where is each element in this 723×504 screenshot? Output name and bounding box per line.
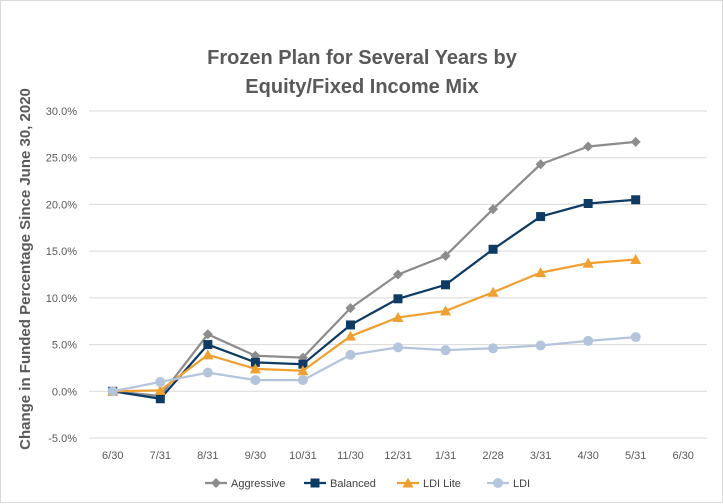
x-tick-label: 1/31 bbox=[435, 450, 456, 462]
legend-marker-balanced bbox=[310, 478, 320, 488]
data-point-balanced bbox=[345, 320, 355, 330]
series-ldi bbox=[107, 332, 641, 397]
y-tick-label: 0.0% bbox=[52, 386, 77, 398]
data-point-balanced bbox=[536, 212, 546, 222]
data-point-aggressive bbox=[535, 159, 546, 170]
legend-marker-ldi-lite bbox=[402, 477, 414, 488]
data-point-ldi bbox=[202, 367, 213, 378]
chart-title-line2: Equity/Fixed Income Mix bbox=[245, 76, 478, 98]
x-tick-label: 11/30 bbox=[337, 450, 364, 462]
data-point-ldi-lite bbox=[487, 286, 499, 297]
data-point-balanced bbox=[393, 294, 403, 304]
data-point-ldi-lite bbox=[440, 305, 452, 316]
data-point-ldi-lite bbox=[249, 363, 261, 374]
data-point-ldi-lite bbox=[630, 254, 642, 265]
x-tick-label: 8/31 bbox=[197, 450, 218, 462]
data-point-aggressive bbox=[393, 269, 403, 280]
series-line-ldi-lite bbox=[112, 258, 636, 393]
x-tick-label: 2/28 bbox=[482, 450, 503, 462]
x-tick-label: 6/30 bbox=[673, 450, 694, 462]
legend-label: LDI Lite bbox=[423, 478, 461, 490]
data-point-ldi-lite bbox=[154, 384, 166, 395]
x-tick-label: 12/31 bbox=[384, 450, 412, 462]
x-tick-label: 7/31 bbox=[150, 450, 171, 462]
data-point-balanced bbox=[203, 340, 213, 350]
data-point-balanced bbox=[631, 195, 641, 205]
data-point-ldi bbox=[345, 349, 356, 360]
series-line-aggressive bbox=[112, 140, 636, 398]
data-point-aggressive bbox=[583, 141, 594, 152]
series-line-ldi bbox=[112, 335, 636, 393]
chart-title-line1: Frozen Plan for Several Years by bbox=[207, 47, 518, 69]
legend-item-ldi-lite: LDI Lite bbox=[397, 477, 461, 490]
legend-marker-ldi bbox=[493, 478, 503, 488]
data-point-ldi bbox=[155, 376, 166, 387]
y-tick-label: 15.0% bbox=[46, 246, 77, 258]
x-tick-label: 4/30 bbox=[577, 450, 598, 462]
data-point-ldi-lite bbox=[344, 330, 356, 341]
y-axis-label: Change in Funded Percentage Since June 3… bbox=[17, 88, 34, 450]
y-tick-label: 5.0% bbox=[52, 340, 77, 352]
data-point-ldi bbox=[107, 386, 118, 397]
data-point-ldi-lite bbox=[582, 257, 594, 268]
x-tick-label: 5/31 bbox=[625, 450, 646, 462]
data-point-aggressive bbox=[345, 303, 356, 314]
series-layer bbox=[107, 136, 642, 404]
data-point-balanced bbox=[298, 359, 308, 369]
data-point-ldi bbox=[440, 345, 451, 356]
x-tick-label: 3/31 bbox=[530, 450, 551, 462]
data-point-balanced bbox=[250, 357, 260, 367]
data-point-balanced bbox=[488, 244, 498, 254]
legend-marker-aggressive bbox=[211, 478, 221, 488]
y-tick-label: 20.0% bbox=[46, 199, 77, 211]
data-point-aggressive bbox=[440, 250, 451, 261]
data-point-ldi-lite bbox=[392, 311, 404, 322]
y-tick-label: -5.0% bbox=[48, 433, 77, 445]
data-point-ldi bbox=[250, 375, 261, 386]
data-point-ldi bbox=[393, 342, 403, 353]
data-point-aggressive bbox=[630, 136, 641, 147]
data-point-ldi bbox=[535, 340, 546, 351]
y-tick-label: 30.0% bbox=[46, 106, 77, 118]
series-line-balanced bbox=[112, 198, 636, 400]
legend-item-ldi: LDI bbox=[487, 478, 530, 490]
series-balanced bbox=[108, 195, 641, 404]
legend-item-balanced: Balanced bbox=[304, 478, 376, 490]
data-point-aggressive bbox=[488, 204, 499, 215]
x-tick-label: 6/30 bbox=[102, 450, 123, 462]
data-point-ldi-lite bbox=[202, 349, 214, 360]
data-point-ldi bbox=[297, 375, 308, 386]
legend-label: Balanced bbox=[330, 478, 376, 490]
data-point-ldi bbox=[488, 343, 499, 354]
legend: Aggressive Balanced LDI Lite LDI bbox=[205, 477, 530, 490]
x-tick-label: 10/31 bbox=[289, 450, 317, 462]
y-tick-label: 25.0% bbox=[46, 153, 77, 165]
x-tick-label: 9/30 bbox=[245, 450, 266, 462]
legend-item-aggressive: Aggressive bbox=[205, 478, 285, 490]
data-point-ldi-lite bbox=[535, 267, 547, 278]
data-point-balanced bbox=[155, 394, 165, 404]
legend-label: Aggressive bbox=[231, 478, 285, 490]
data-point-ldi bbox=[583, 335, 594, 346]
series-ldi-lite bbox=[107, 254, 642, 396]
data-point-balanced bbox=[441, 280, 451, 290]
y-tick-label: 10.0% bbox=[46, 293, 77, 305]
axis-labels: -5.0% 0.0% 5.0% 10.0% 15.0% 20.0% 25.0% 30.0% 6/… bbox=[46, 106, 694, 462]
legend-label: LDI bbox=[513, 478, 530, 490]
data-point-ldi bbox=[630, 332, 641, 343]
data-point-balanced bbox=[583, 198, 593, 208]
data-point-ldi-lite bbox=[297, 365, 309, 376]
data-point-aggressive bbox=[202, 329, 213, 340]
